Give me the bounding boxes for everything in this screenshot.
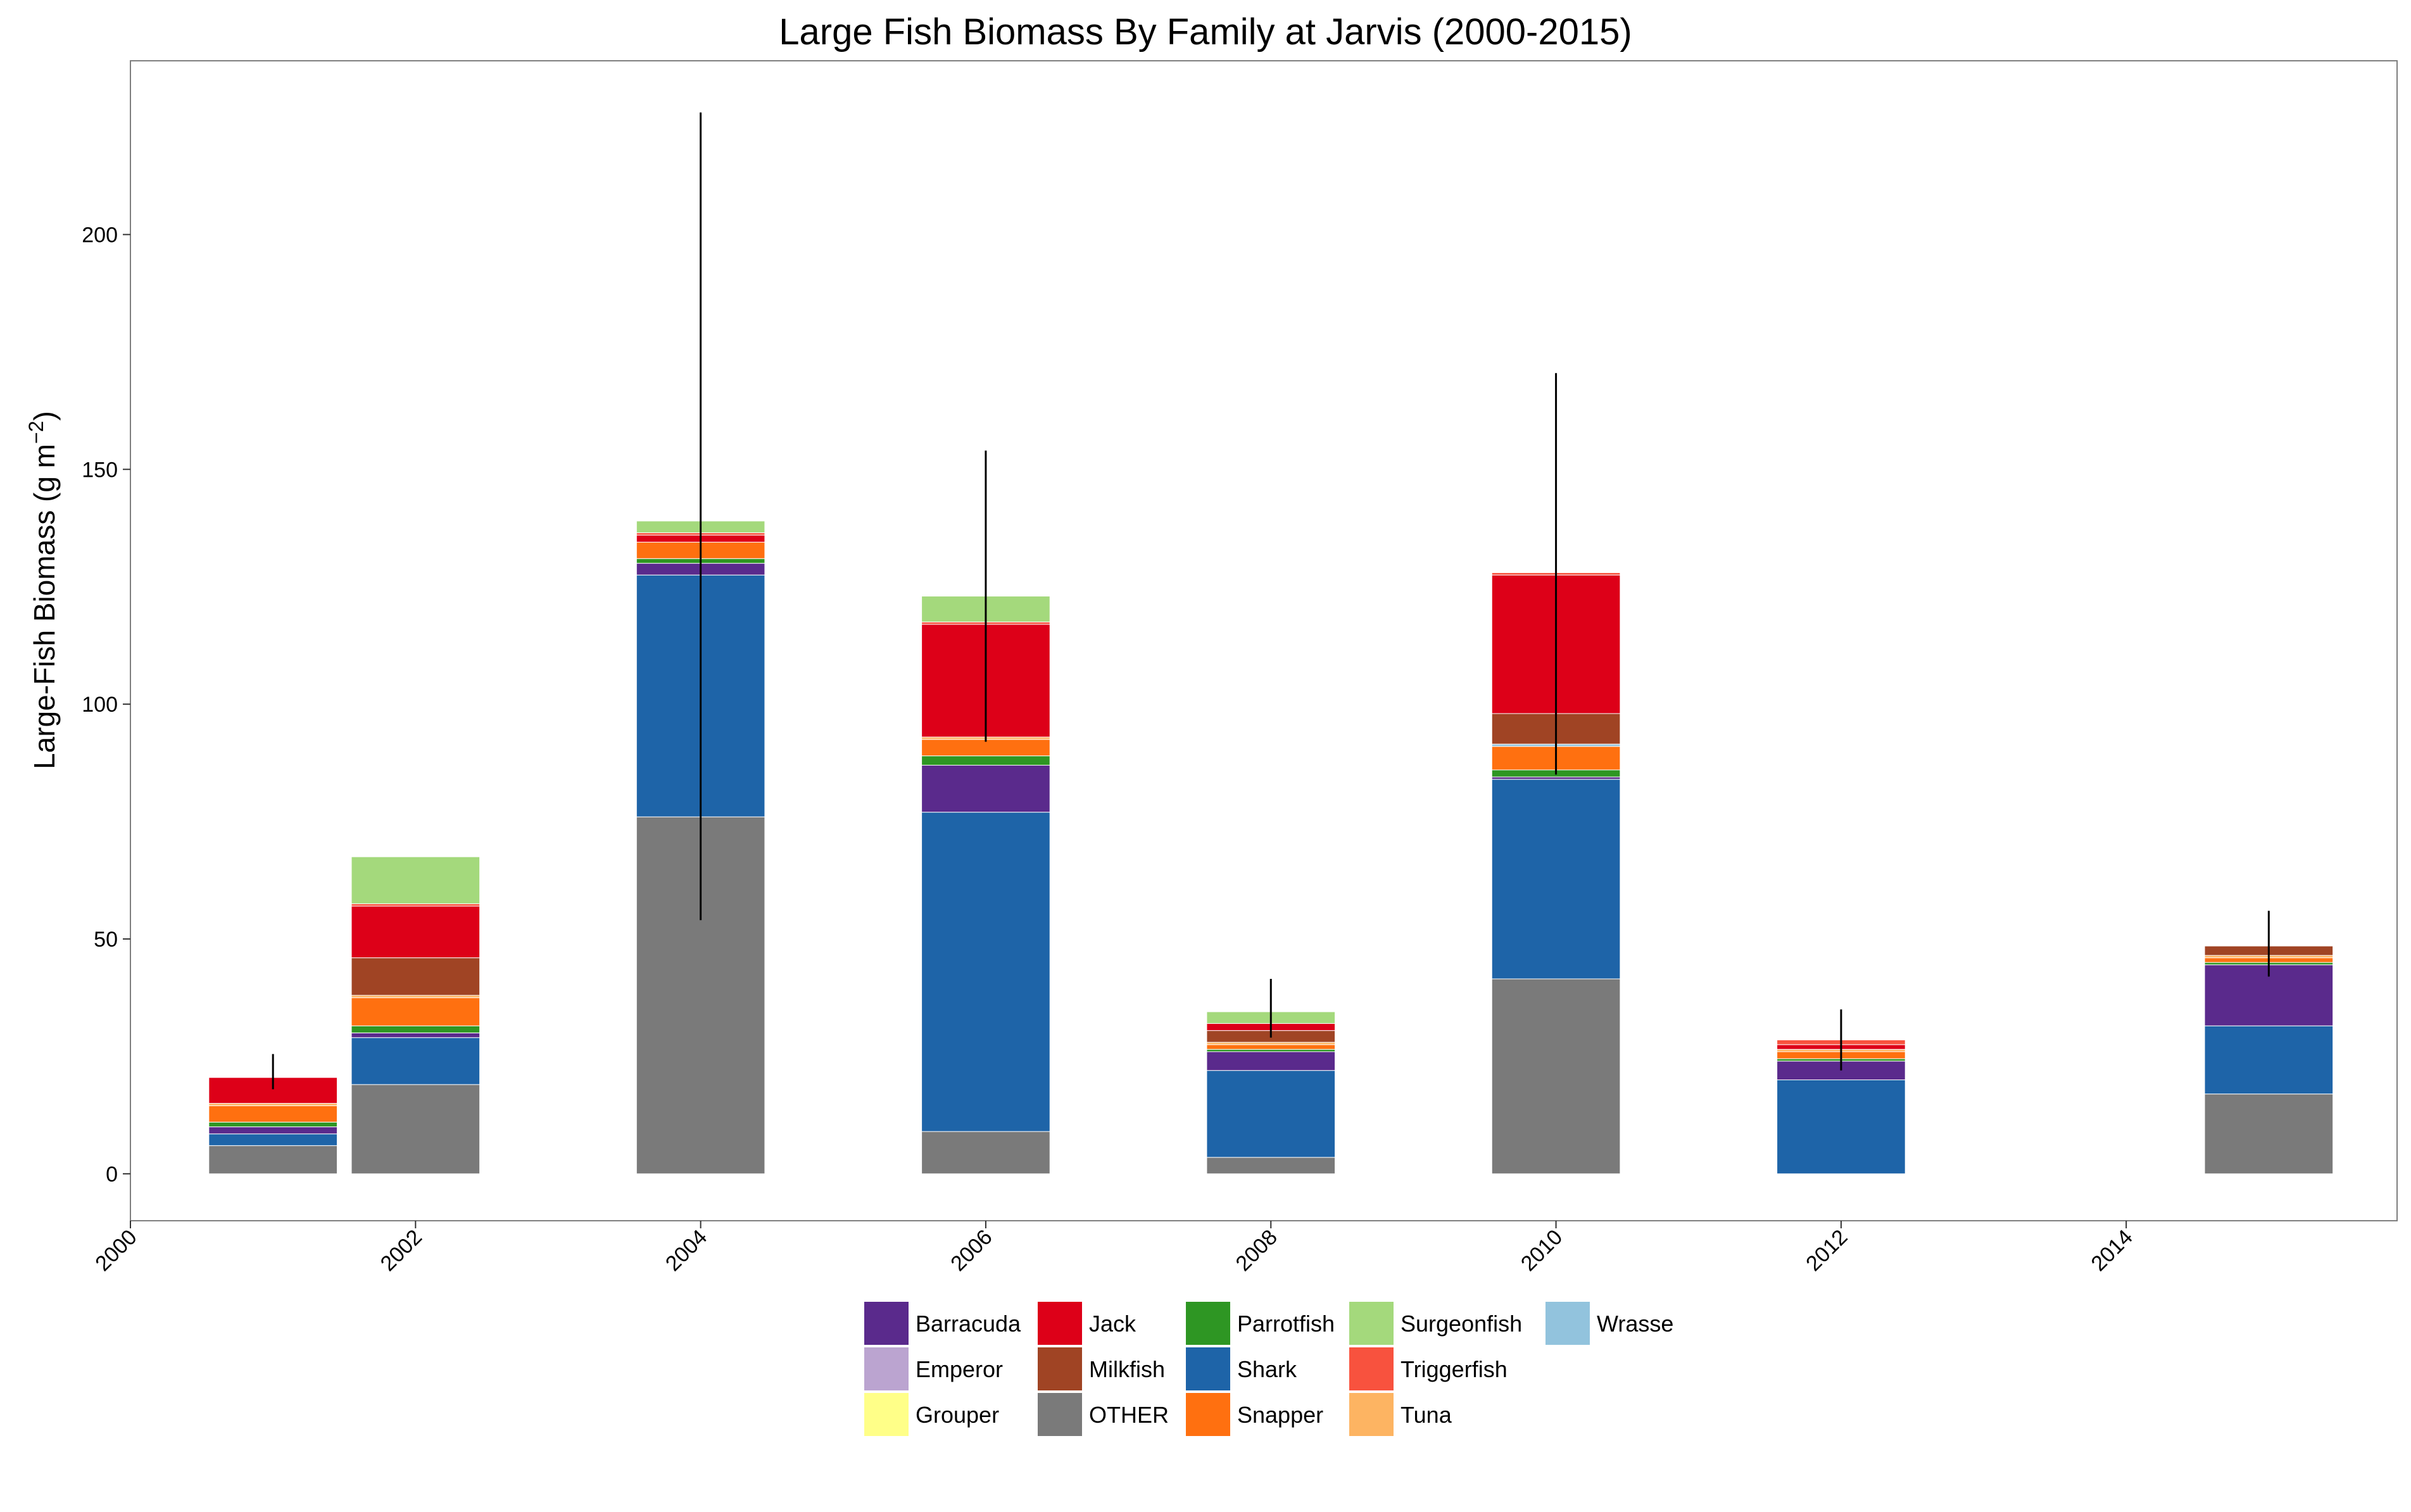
bar-segment-barracuda-2008: [1206, 1051, 1336, 1071]
bar-segment-other-2001: [208, 1145, 337, 1175]
plot-panel-border: [130, 60, 2398, 1221]
legend-label-snapper: Snapper: [1237, 1402, 1323, 1428]
bar-segment-barracuda-2006: [921, 765, 1050, 813]
bar-segment-parrotfish-2002: [351, 1025, 481, 1033]
y-axis: 0 50 100 150 200: [82, 223, 130, 1187]
y-axis-label-text: Large-Fish Biomass (g m: [28, 444, 61, 769]
legend-label-surgeonfish: Surgeonfish: [1401, 1311, 1522, 1337]
bar-segment-milkfish-2002: [351, 957, 481, 996]
bar-segment-other-2006: [921, 1131, 1050, 1175]
y-tick-label-0: 0: [106, 1162, 118, 1187]
bar-segment-shark-2001: [208, 1133, 337, 1146]
y-tick-label-50: 50: [94, 928, 118, 952]
bar-segment-tuna-2002: [351, 995, 481, 999]
legend-key-snapper: [1185, 1392, 1231, 1437]
bar-segment-tuna-2008: [1206, 1042, 1336, 1045]
y-axis-label-end: ): [28, 411, 61, 420]
legend-label-grouper: Grouper: [916, 1402, 999, 1428]
bar-segment-shark-2015: [2204, 1025, 2334, 1095]
x-tick-label-2008: 2008: [1231, 1225, 1282, 1276]
x-tick-label-2012: 2012: [1801, 1225, 1852, 1276]
legend-key-emperor: [863, 1346, 910, 1392]
bar-segment-shark-2006: [921, 812, 1050, 1132]
x-tick-label-2014: 2014: [2087, 1225, 2137, 1276]
bar-segment-triggerfish-2002: [351, 903, 481, 907]
x-tick-label-2004: 2004: [661, 1225, 712, 1276]
legend-key-triggerfish: [1348, 1346, 1395, 1392]
bar-segment-shark-2008: [1206, 1070, 1336, 1158]
legend-label-barracuda: Barracuda: [916, 1311, 1021, 1337]
bar-segment-surgeonfish-2002: [351, 856, 481, 904]
bar-segment-parrotfish-2008: [1206, 1049, 1336, 1052]
y-axis-label-superscript: −2: [25, 421, 47, 444]
legend-key-shark: [1185, 1346, 1231, 1392]
bars-layer: [208, 520, 2334, 1175]
x-tick-label-2000: 2000: [91, 1225, 141, 1276]
bar-segment-parrotfish-2006: [921, 755, 1050, 766]
bar-segment-shark-2012: [1777, 1079, 1906, 1175]
legend-key-parrotfish: [1185, 1301, 1231, 1346]
bar-segment-tuna-2001: [208, 1103, 337, 1106]
bar-segment-other-2015: [2204, 1093, 2334, 1175]
y-axis-label: Large-Fish Biomass (g m−2): [25, 411, 61, 769]
x-tick-label-2006: 2006: [946, 1225, 997, 1276]
bar-segment-snapper-2008: [1206, 1044, 1336, 1050]
chart-title: Large Fish Biomass By Family at Jarvis (…: [779, 11, 1632, 53]
legend-label-milkfish: Milkfish: [1089, 1356, 1165, 1382]
legend-key-barracuda: [863, 1301, 910, 1346]
legend-key-milkfish: [1036, 1346, 1083, 1392]
legend-key-other: [1036, 1392, 1083, 1437]
bar-segment-shark-2010: [1491, 779, 1621, 980]
legend-label-other: OTHER: [1089, 1402, 1169, 1428]
x-axis: 2000 2002 2004 2006 2008 2010 2012 2014: [91, 1221, 2137, 1276]
bar-segment-other-2010: [1491, 978, 1621, 1175]
legend-label-triggerfish: Triggerfish: [1401, 1356, 1508, 1382]
x-tick-label-2002: 2002: [376, 1225, 427, 1276]
legend-key-tuna: [1348, 1392, 1395, 1437]
bar-segment-jack-2002: [351, 905, 481, 959]
bar-segment-snapper-2002: [351, 997, 481, 1026]
legend-label-parrotfish: Parrotfish: [1237, 1311, 1335, 1337]
bar-segment-parrotfish-2001: [208, 1121, 337, 1128]
legend-key-jack: [1036, 1301, 1083, 1346]
bar-segment-snapper-2006: [921, 739, 1050, 757]
y-tick-label-100: 100: [82, 693, 118, 717]
y-tick-label-150: 150: [82, 458, 118, 482]
legend-label-emperor: Emperor: [916, 1356, 1003, 1382]
legend-label-wrasse: Wrasse: [1597, 1311, 1673, 1337]
legend-key-surgeonfish: [1348, 1301, 1395, 1346]
legend: Barracuda Emperor Grouper Jack Milkfish OTHER…: [863, 1301, 1673, 1437]
bar-segment-other-2002: [351, 1084, 481, 1175]
bar-segment-barracuda-2002: [351, 1032, 481, 1038]
legend-label-jack: Jack: [1089, 1311, 1136, 1337]
error-bars-layer: [272, 112, 2270, 1090]
bar-segment-snapper-2001: [208, 1105, 337, 1123]
y-tick-label-200: 200: [82, 223, 118, 247]
legend-key-grouper: [863, 1392, 910, 1437]
bar-segment-barracuda-2001: [208, 1126, 337, 1135]
bar-segment-other-2008: [1206, 1157, 1336, 1175]
x-tick-label-2010: 2010: [1516, 1225, 1567, 1276]
bar-segment-shark-2002: [351, 1037, 481, 1085]
legend-key-wrasse: [1544, 1301, 1591, 1346]
legend-label-tuna: Tuna: [1401, 1402, 1452, 1428]
legend-label-shark: Shark: [1237, 1356, 1297, 1382]
bar-segment-barracuda-2010: [1491, 776, 1621, 780]
